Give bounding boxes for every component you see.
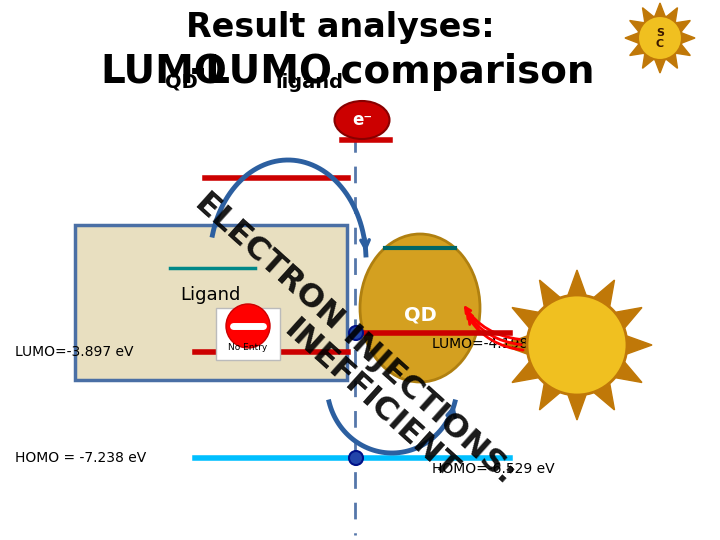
Text: QD: QD: [165, 72, 198, 91]
Text: e⁻: e⁻: [352, 111, 372, 129]
Polygon shape: [502, 336, 527, 354]
Ellipse shape: [360, 234, 480, 382]
Circle shape: [226, 304, 270, 348]
Circle shape: [527, 295, 627, 395]
Polygon shape: [630, 21, 644, 31]
Text: QD: QD: [404, 306, 436, 325]
Polygon shape: [539, 280, 559, 306]
FancyBboxPatch shape: [216, 308, 280, 360]
Text: ligand: ligand: [275, 72, 343, 91]
Text: Result analyses:: Result analyses:: [186, 11, 495, 44]
Text: HOMO = -7.238 eV: HOMO = -7.238 eV: [15, 451, 146, 465]
Polygon shape: [682, 33, 695, 43]
Polygon shape: [568, 395, 586, 420]
Polygon shape: [655, 3, 665, 16]
Circle shape: [638, 16, 682, 60]
Text: HOMO=-6.529 eV: HOMO=-6.529 eV: [432, 462, 554, 476]
Polygon shape: [512, 307, 538, 328]
Polygon shape: [625, 33, 638, 43]
Text: -LUMO: -LUMO: [190, 53, 333, 91]
Text: C: C: [656, 39, 664, 49]
Polygon shape: [568, 270, 586, 295]
Polygon shape: [642, 8, 653, 22]
Text: comparison: comparison: [327, 53, 595, 91]
Polygon shape: [655, 60, 665, 73]
Text: ELECTRON INJECTIONS:: ELECTRON INJECTIONS:: [189, 186, 521, 489]
Text: No Entry: No Entry: [228, 343, 268, 353]
Polygon shape: [630, 45, 644, 56]
Text: S: S: [656, 28, 664, 38]
Polygon shape: [594, 384, 614, 410]
Text: INEFFICIENT: INEFFICIENT: [277, 314, 463, 485]
Circle shape: [349, 451, 363, 465]
Polygon shape: [594, 280, 614, 306]
Polygon shape: [627, 336, 652, 354]
Polygon shape: [677, 21, 690, 31]
Text: LUMO=-4.198 eV: LUMO=-4.198 eV: [432, 337, 551, 351]
Polygon shape: [642, 55, 653, 69]
Ellipse shape: [335, 101, 390, 139]
Text: Ligand: Ligand: [180, 286, 240, 304]
Polygon shape: [616, 362, 642, 382]
Text: LUMO=-3.897 eV: LUMO=-3.897 eV: [15, 345, 133, 359]
Polygon shape: [667, 55, 678, 69]
Text: LUMO: LUMO: [100, 53, 227, 91]
Polygon shape: [539, 384, 559, 410]
Polygon shape: [512, 362, 538, 382]
Polygon shape: [616, 307, 642, 328]
Polygon shape: [667, 8, 678, 22]
Circle shape: [349, 326, 363, 340]
Polygon shape: [677, 45, 690, 56]
FancyBboxPatch shape: [75, 225, 347, 380]
